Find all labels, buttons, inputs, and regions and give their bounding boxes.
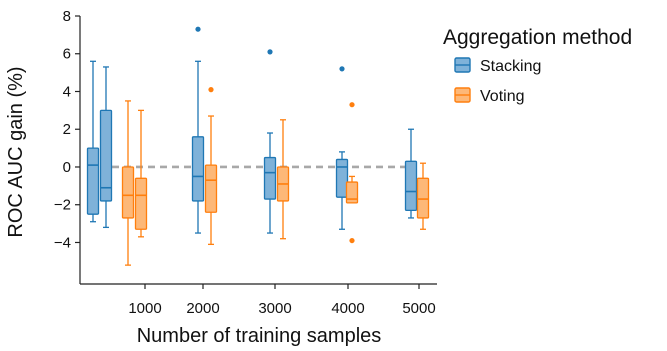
x-tick-label: 3000 xyxy=(258,300,291,317)
box xyxy=(99,109,113,202)
x-axis-title: Number of training samples xyxy=(137,325,382,347)
y-tick-label: −2 xyxy=(54,197,71,214)
y-axis-title: ROC AUC gain (%) xyxy=(5,66,27,237)
legend-label-stacking: Stacking xyxy=(480,58,541,75)
box xyxy=(134,177,148,230)
x-tick-label: 4000 xyxy=(331,300,364,317)
plot-area xyxy=(86,26,430,266)
y-tick-label: 0 xyxy=(63,159,71,176)
box xyxy=(204,164,218,213)
box xyxy=(86,147,100,215)
box xyxy=(404,160,418,212)
outlier-point xyxy=(195,26,201,32)
x-tick-label: 1000 xyxy=(128,300,161,317)
x-ticks: 1000 2000 3000 4000 5000 xyxy=(128,284,436,317)
legend-title: Aggregation method xyxy=(443,26,632,49)
outlier-point xyxy=(349,102,355,108)
axes xyxy=(79,16,437,285)
y-ticks: −4 −2 0 2 4 6 8 xyxy=(54,8,80,251)
legend: Aggregation method Stacking Voting xyxy=(443,26,632,105)
box xyxy=(416,177,430,219)
outlier-point xyxy=(349,237,355,244)
y-tick-label: 8 xyxy=(63,8,71,25)
x-tick-label: 2000 xyxy=(186,300,219,317)
box xyxy=(121,166,135,219)
y-tick-label: −4 xyxy=(54,234,71,251)
legend-items: Stacking Voting xyxy=(454,57,541,105)
outlier-point xyxy=(267,49,273,55)
box xyxy=(191,136,205,202)
legend-label-voting: Voting xyxy=(480,88,524,105)
outlier-point xyxy=(339,66,345,72)
y-tick-label: 4 xyxy=(63,83,71,100)
series-voting xyxy=(121,87,430,266)
y-tick-label: 2 xyxy=(63,121,71,138)
outlier-point xyxy=(208,87,214,93)
box xyxy=(345,181,359,204)
box xyxy=(263,156,277,200)
series-stacking xyxy=(86,26,418,234)
y-tick-label: 6 xyxy=(63,46,71,63)
x-tick-label: 5000 xyxy=(402,300,435,317)
box xyxy=(335,158,349,198)
